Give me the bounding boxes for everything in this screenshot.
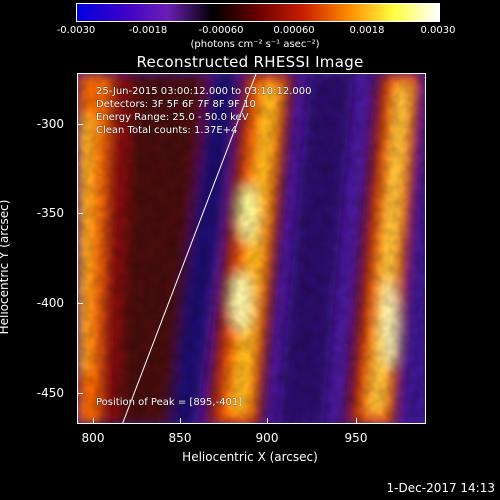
annotation-energy-range: Energy Range: 25.0 - 50.0 keV (96, 112, 249, 123)
x-tick-mark (356, 418, 357, 424)
image-noise (78, 74, 425, 423)
colorbar-tick: 0.00060 (273, 25, 315, 36)
colorbar-tick: -0.00060 (198, 25, 244, 36)
y-tick-label: -400 (36, 296, 64, 310)
plot-title: Reconstructed RHESSI Image (136, 53, 364, 71)
plot-datestamp: 1-Dec-2017 14:13 (386, 481, 495, 495)
y-tick-mark (77, 213, 83, 214)
y-axis-label: Heliocentric Y (arcsec) (0, 199, 11, 335)
colorbar (76, 3, 440, 22)
y-tick-mark (77, 303, 83, 304)
x-tick-mark (180, 418, 181, 424)
colorbar-units: (photons cm⁻² s⁻¹ asec⁻²) (190, 39, 320, 50)
image-canvas (78, 74, 425, 423)
annotation-clean-counts: Clean Total counts: 1.37E+4 (96, 125, 238, 136)
x-tick-mark (93, 418, 94, 424)
x-tick-label: 900 (255, 431, 279, 445)
y-tick-label: -350 (36, 206, 64, 220)
colorbar-tick: 0.0018 (349, 25, 385, 36)
x-axis-label: Heliocentric X (arcsec) (182, 450, 318, 464)
y-tick-label: -300 (36, 117, 64, 131)
x-tick-label: 950 (344, 431, 368, 445)
y-tick-mark (77, 124, 83, 125)
annotation-detectors: Detectors: 3F 5F 6F 7F 8F 9F 10 (96, 99, 256, 110)
annotation-time-range: 25-Jun-2015 03:00:12.000 to 03:10:12.000 (96, 86, 312, 97)
x-tick-label: 850 (168, 431, 192, 445)
x-tick-mark (267, 418, 268, 424)
x-tick-label: 800 (81, 431, 105, 445)
colorbar-tick: -0.0030 (56, 25, 96, 36)
solar-limb-line (122, 74, 257, 423)
annotation-peak-position: Position of Peak = [895,-401] (96, 397, 243, 408)
y-tick-mark (77, 393, 83, 394)
colorbar-tick: -0.0018 (128, 25, 168, 36)
colorbar-tick: 0.0030 (420, 25, 456, 36)
rhessi-image: 25-Jun-2015 03:00:12.000 to 03:10:12.000… (77, 73, 426, 424)
y-tick-label: -450 (36, 386, 64, 400)
